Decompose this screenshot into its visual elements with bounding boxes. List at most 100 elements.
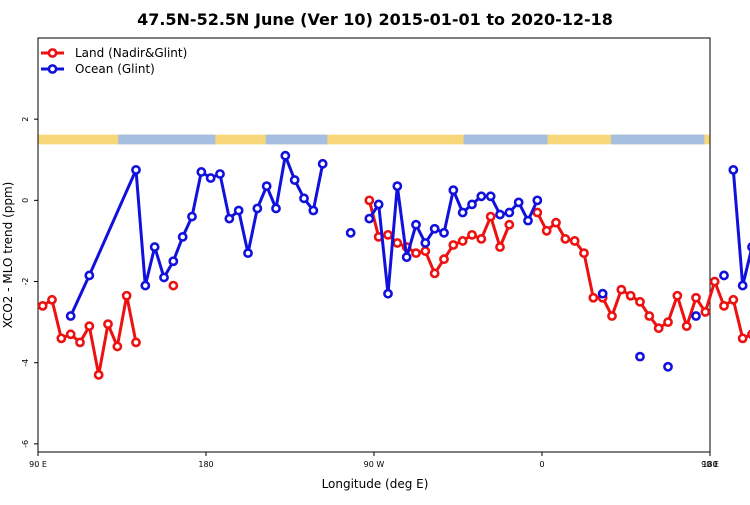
- land-data-point: [700, 307, 711, 317]
- land-data-point: [532, 207, 543, 218]
- land-data-point: [541, 225, 552, 236]
- x-tick-label: 180: [702, 460, 717, 469]
- ocean-data-point: [233, 205, 244, 216]
- y-tick-label: 0: [21, 198, 30, 203]
- legend-marker-ocean: [47, 64, 58, 74]
- plot-frame: [37, 37, 711, 453]
- ocean-data-point: [373, 199, 384, 210]
- land-data-point: [569, 236, 580, 246]
- ocean-band-segment: [118, 134, 216, 145]
- land-data-point: [616, 284, 627, 295]
- ocean-data-point: [513, 197, 524, 208]
- ocean-series-line: [731, 169, 750, 288]
- ocean-data-point: [457, 207, 468, 218]
- legend-label-ocean: Ocean (Glint): [75, 62, 155, 76]
- x-tick-label: 180: [198, 460, 213, 469]
- y-tick-label: 2: [21, 117, 30, 122]
- land-data-point: [392, 238, 403, 248]
- land-data-point: [560, 234, 571, 244]
- land-data-point: [103, 319, 113, 330]
- land-data-point: [607, 311, 617, 321]
- ocean-data-point: [719, 270, 729, 281]
- x-tick-label: 0: [539, 460, 544, 469]
- land-data-point: [476, 234, 487, 244]
- land-ocean-band: [38, 134, 710, 145]
- ocean-data-point: [317, 158, 328, 169]
- land-data-point: [75, 337, 85, 348]
- land-data-point: [467, 229, 477, 240]
- land-data-point: [84, 321, 95, 332]
- ocean-data-point: [663, 361, 673, 372]
- ocean-data-point: [149, 242, 160, 252]
- ocean-data-point: [448, 185, 459, 196]
- ocean-data-point: [187, 211, 197, 222]
- y-axis-label: XCO2 - MLO trend (ppm): [1, 182, 15, 329]
- ocean-data-point: [177, 231, 188, 242]
- land-data-point: [672, 290, 683, 301]
- land-data-point: [429, 268, 440, 279]
- y-tick-label: -6: [21, 440, 30, 448]
- ocean-data-point: [215, 169, 225, 179]
- land-data-point: [719, 300, 729, 311]
- land-data-point: [625, 290, 636, 301]
- land-band: [38, 134, 710, 145]
- land-data-point: [93, 369, 104, 380]
- ocean-data-point: [728, 165, 739, 175]
- data-series: [37, 150, 750, 380]
- ocean-data-point: [196, 167, 207, 177]
- land-data-point: [504, 219, 515, 230]
- ocean-data-point: [401, 252, 412, 263]
- y-tick-label: -2: [21, 278, 30, 286]
- land-data-point: [383, 229, 393, 240]
- ocean-data-point: [737, 280, 748, 291]
- ocean-data-point: [84, 270, 95, 281]
- land-data-point: [65, 329, 76, 340]
- land-data-point: [737, 333, 748, 344]
- land-data-point: [663, 317, 673, 328]
- ocean-data-point: [289, 175, 300, 185]
- land-data-point: [364, 195, 375, 206]
- ocean-data-point: [467, 199, 477, 210]
- legend-marker-land: [47, 48, 58, 58]
- ocean-data-point: [252, 203, 263, 214]
- land-data-point: [485, 211, 496, 222]
- land-data-point: [728, 294, 739, 305]
- ocean-data-point: [429, 223, 440, 234]
- land-data-point: [131, 337, 141, 348]
- ocean-data-point: [523, 215, 533, 226]
- legend: Land (Nadir&Glint) Ocean (Glint): [41, 46, 187, 76]
- ocean-data-point: [243, 248, 253, 259]
- land-data-point: [709, 276, 720, 287]
- land-data-point: [439, 254, 449, 265]
- land-data-point: [691, 292, 701, 303]
- land-data-point: [121, 290, 132, 301]
- ocean-data-point: [420, 238, 431, 248]
- ocean-data-point: [131, 165, 141, 175]
- ocean-data-point: [635, 351, 645, 362]
- ocean-data-point: [159, 272, 169, 283]
- ocean-band-segment: [265, 134, 328, 145]
- land-data-point: [47, 294, 57, 305]
- legend-label-land: Land (Nadir&Glint): [75, 46, 187, 60]
- ocean-data-point: [476, 191, 487, 202]
- ocean-band-segment: [611, 134, 705, 145]
- ocean-data-point: [495, 209, 505, 220]
- ocean-data-point: [168, 256, 179, 267]
- ocean-data-point: [439, 227, 449, 238]
- land-data-point: [551, 217, 561, 228]
- ocean-data-point: [224, 213, 235, 224]
- land-data-point: [635, 296, 645, 307]
- ocean-data-point: [65, 311, 76, 321]
- land-series-line: [41, 294, 138, 377]
- land-data-point: [56, 333, 67, 344]
- ocean-data-point: [345, 227, 356, 238]
- ocean-data-point: [364, 213, 375, 224]
- land-data-point: [420, 246, 431, 256]
- ocean-band-segment: [463, 134, 548, 145]
- ocean-data-point: [308, 205, 319, 216]
- x-tick-label: 90 E: [701, 460, 719, 469]
- land-data-point: [37, 300, 48, 311]
- land-data-point: [495, 242, 505, 252]
